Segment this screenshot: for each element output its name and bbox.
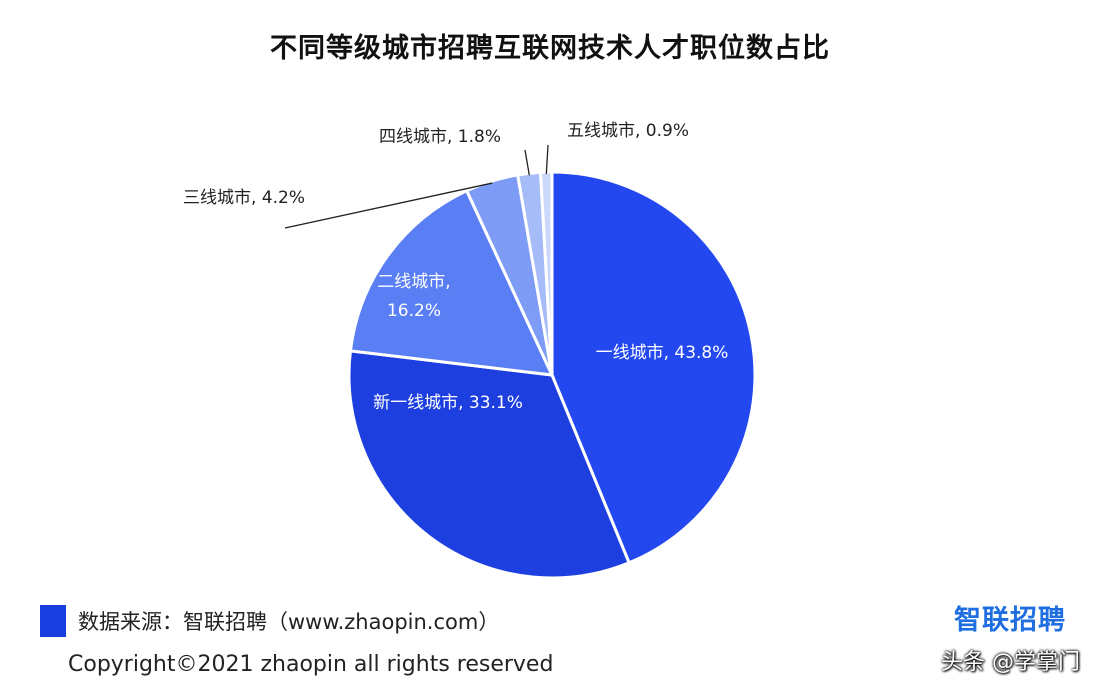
source-legend: 数据来源：智联招聘（www.zhaopin.com） <box>40 604 499 638</box>
slice-label: 新一线城市, 33.1% <box>373 393 523 413</box>
slice-label: 四线城市, 1.8% <box>379 127 501 147</box>
slice-label: 一线城市, 43.8% <box>596 343 729 363</box>
chart-title: 不同等级城市招聘互联网技术人才职位数占比 <box>270 33 830 64</box>
slice-label: 五线城市, 0.9% <box>567 121 689 141</box>
copyright-text: Copyright©2021 zhaopin all rights reserv… <box>68 652 554 677</box>
pie-chart: 一线城市, 43.8% 新一线城市, 33.1% 二线城市, 16.2% 三线城市, 4… <box>183 121 757 580</box>
legend-swatch <box>40 605 66 637</box>
leader-line <box>284 182 493 229</box>
pie-slice <box>347 349 632 580</box>
leader-line <box>524 149 530 176</box>
source-text: 数据来源：智联招聘（www.zhaopin.com） <box>78 610 500 634</box>
watermark-text: 头条 @学掌门 <box>941 650 1080 675</box>
pie-slice <box>550 170 757 565</box>
slice-label: 三线城市, 4.2% <box>183 188 305 208</box>
leader-line <box>545 144 549 175</box>
slice-label: 二线城市, 16.2% <box>377 272 450 321</box>
zhaopin-logo: 智联招聘 <box>954 605 1066 636</box>
pie-slice <box>348 188 555 377</box>
